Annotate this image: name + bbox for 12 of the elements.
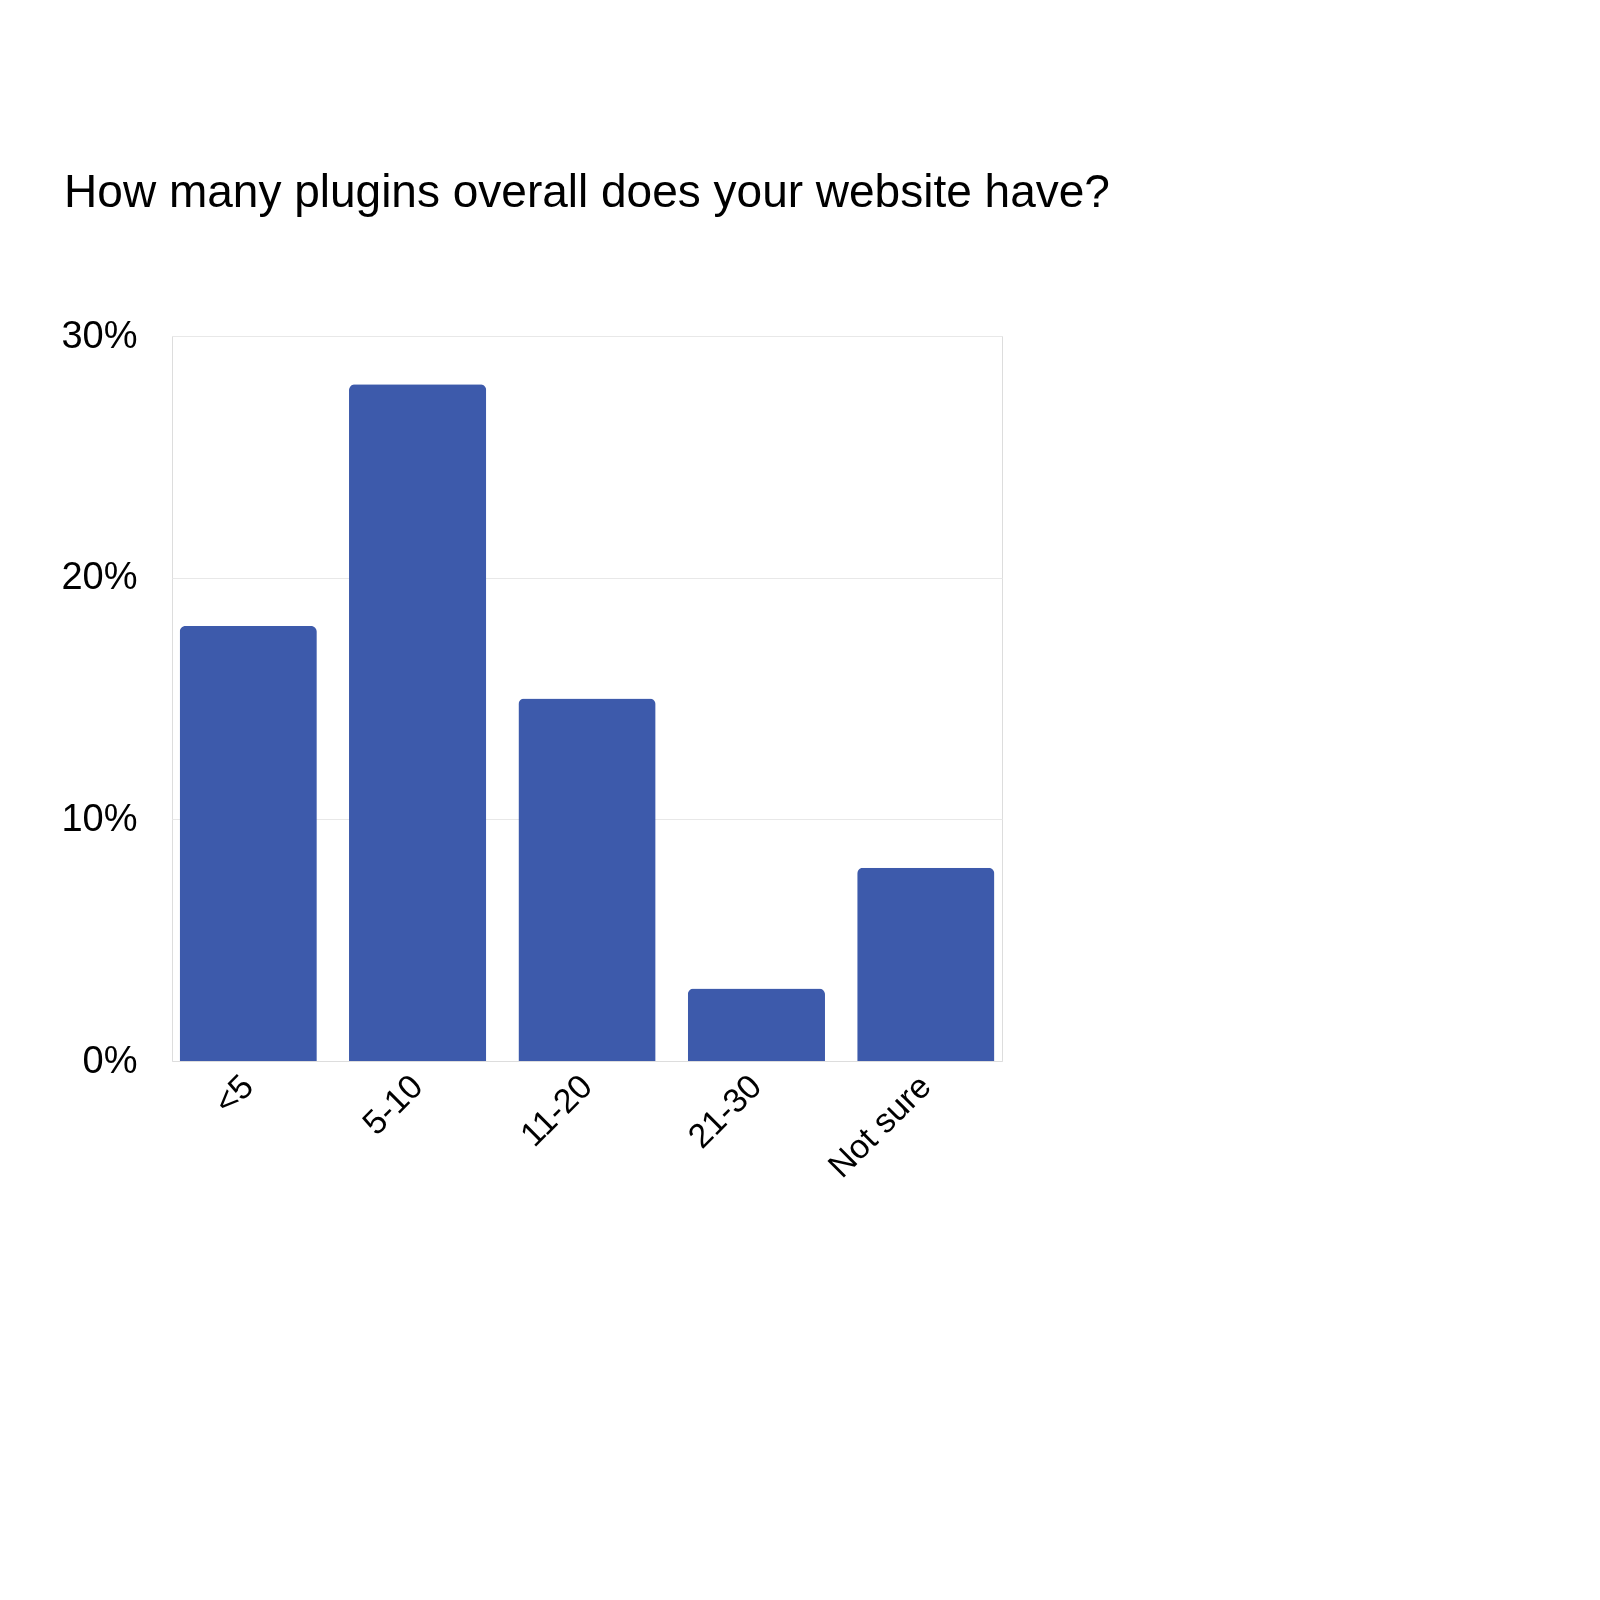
bar — [518, 698, 656, 1061]
y-tick-label: 30% — [61, 313, 138, 356]
chart-title: How many plugins overall does your website have? — [64, 165, 1110, 217]
bar — [179, 626, 317, 1061]
x-tick-label: <5 — [205, 1066, 261, 1121]
bar — [857, 867, 995, 1061]
y-tick-label: 10% — [61, 796, 138, 839]
bar — [687, 988, 825, 1061]
y-tick-label: 20% — [61, 555, 138, 598]
y-tick-label: 0% — [82, 1038, 138, 1081]
x-tick-label: Not sure — [820, 1066, 938, 1185]
bar — [349, 384, 487, 1061]
